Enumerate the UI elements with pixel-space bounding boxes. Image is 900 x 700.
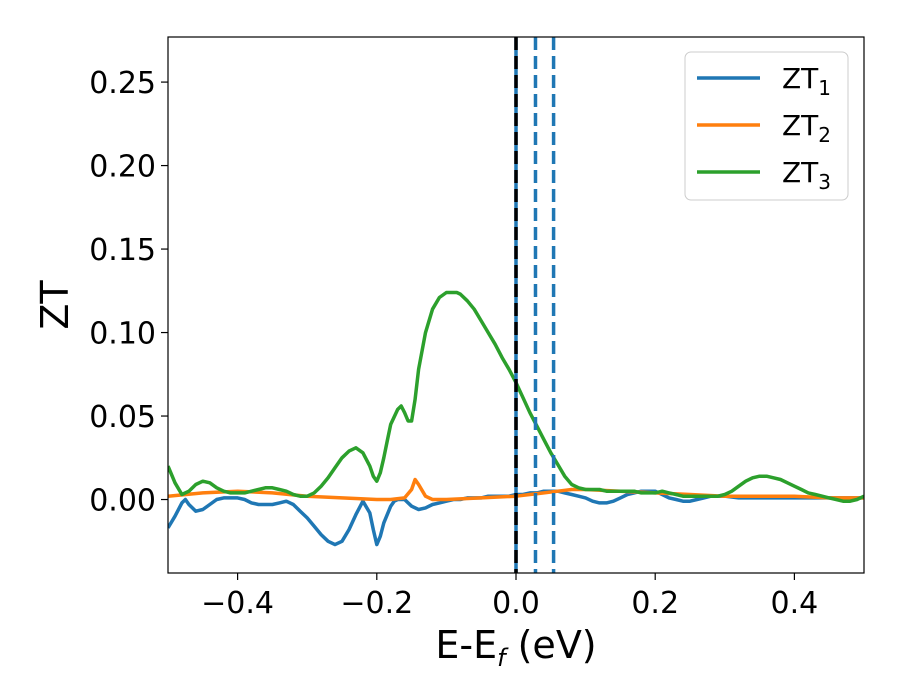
y-axis: 0.00 0.05 0.10 0.15 0.20 0.25	[89, 66, 168, 519]
y-tick-label: 0.25	[89, 66, 156, 101]
x-tick-label: 0.4	[771, 586, 819, 621]
x-axis: −0.4 −0.2 0.0 0.2 0.4	[201, 573, 818, 621]
legend: ZT1 ZT2 ZT3	[684, 51, 849, 201]
y-tick-label: 0.15	[89, 233, 156, 268]
plot-area	[168, 37, 864, 573]
x-tick-label: −0.4	[201, 586, 274, 621]
legend-label-zt3: ZT3	[782, 156, 831, 194]
x-tick-label: 0.0	[492, 586, 540, 621]
y-tick-label: 0.20	[89, 150, 156, 185]
y-tick-label: 0.00	[89, 484, 156, 519]
x-tick-label: 0.2	[631, 586, 679, 621]
y-tick-label: 0.05	[89, 400, 156, 435]
y-tick-label: 0.10	[89, 317, 156, 352]
legend-label-zt1: ZT1	[782, 62, 831, 100]
series-line-zt3	[168, 290, 864, 503]
legend-box	[684, 51, 849, 201]
x-tick-label: −0.2	[340, 586, 413, 621]
x-axis-label: E-Ef (eV)	[435, 623, 596, 672]
legend-label-zt2: ZT2	[782, 109, 831, 147]
y-axis-label: ZT	[33, 280, 77, 330]
